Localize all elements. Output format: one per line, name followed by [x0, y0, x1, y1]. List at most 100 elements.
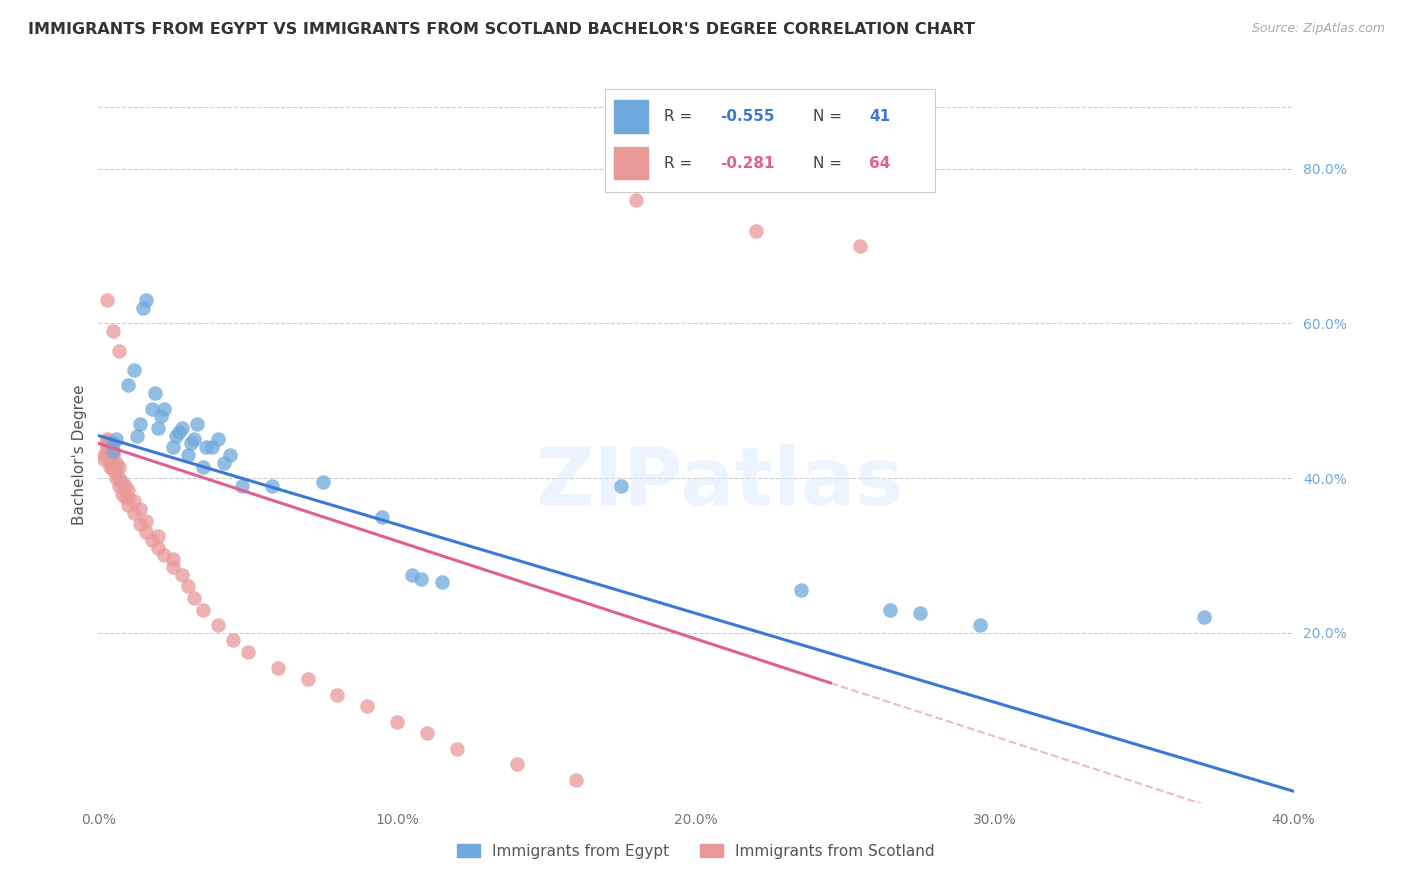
Point: [401, 567, 423, 582]
Bar: [614, 101, 648, 133]
Text: 64: 64: [869, 155, 890, 170]
Point: [129, 502, 152, 516]
Point: [506, 757, 529, 772]
Text: 41: 41: [869, 110, 890, 124]
Point: [117, 483, 139, 497]
Point: [114, 479, 136, 493]
Point: [969, 618, 991, 632]
Point: [111, 475, 134, 489]
Point: [135, 525, 157, 540]
Point: [153, 549, 176, 563]
Point: [127, 428, 149, 442]
Point: [129, 417, 152, 431]
Point: [416, 726, 439, 740]
Point: [172, 421, 194, 435]
Point: [103, 444, 125, 458]
Point: [195, 440, 218, 454]
Point: [124, 506, 146, 520]
Point: [207, 433, 229, 447]
Point: [191, 459, 214, 474]
Point: [114, 491, 136, 505]
Point: [129, 517, 152, 532]
Point: [124, 494, 146, 508]
Point: [153, 401, 176, 416]
Point: [186, 417, 208, 431]
Point: [191, 602, 214, 616]
Point: [1192, 610, 1215, 624]
Point: [222, 633, 245, 648]
Point: [132, 301, 155, 315]
Point: [201, 440, 224, 454]
Point: [148, 421, 170, 435]
Point: [103, 444, 125, 458]
Point: [141, 533, 163, 547]
Point: [105, 456, 128, 470]
Text: -0.555: -0.555: [720, 110, 775, 124]
Point: [311, 475, 333, 489]
Point: [183, 433, 205, 447]
Text: -0.281: -0.281: [720, 155, 775, 170]
Point: [117, 498, 139, 512]
Point: [103, 456, 125, 470]
Point: [172, 567, 194, 582]
Text: R =: R =: [664, 110, 697, 124]
Point: [105, 471, 128, 485]
Point: [100, 436, 122, 450]
Point: [231, 479, 253, 493]
Point: [180, 436, 202, 450]
Point: [108, 479, 131, 493]
Point: [430, 575, 453, 590]
Text: Source: ZipAtlas.com: Source: ZipAtlas.com: [1251, 22, 1385, 36]
Point: [135, 514, 157, 528]
Point: [103, 448, 125, 462]
Text: N =: N =: [813, 155, 846, 170]
Point: [745, 224, 768, 238]
Y-axis label: Bachelor's Degree: Bachelor's Degree: [72, 384, 87, 525]
Point: [96, 440, 118, 454]
Text: N =: N =: [813, 110, 846, 124]
Point: [177, 579, 200, 593]
Point: [219, 448, 242, 462]
Point: [565, 772, 588, 787]
Point: [207, 618, 229, 632]
Point: [100, 456, 122, 470]
Point: [326, 688, 349, 702]
Point: [96, 434, 118, 448]
Point: [108, 459, 131, 474]
Point: [260, 479, 283, 493]
Point: [103, 463, 125, 477]
Point: [183, 591, 205, 605]
Point: [167, 425, 190, 439]
Point: [103, 436, 125, 450]
Point: [96, 433, 118, 447]
Point: [610, 479, 633, 493]
Point: [236, 645, 259, 659]
Point: [103, 459, 125, 474]
Point: [100, 448, 122, 462]
Point: [162, 560, 184, 574]
Point: [162, 552, 184, 566]
Point: [124, 363, 146, 377]
Point: [385, 714, 409, 729]
Point: [356, 699, 378, 714]
Point: [371, 509, 394, 524]
Point: [789, 583, 811, 598]
Point: [111, 486, 134, 500]
Legend: Immigrants from Egypt, Immigrants from Scotland: Immigrants from Egypt, Immigrants from S…: [451, 838, 941, 864]
Point: [103, 324, 125, 338]
Point: [212, 456, 235, 470]
Point: [162, 440, 184, 454]
Point: [93, 448, 115, 462]
Point: [143, 386, 166, 401]
Point: [117, 491, 139, 505]
Point: [267, 660, 290, 674]
Text: R =: R =: [664, 155, 697, 170]
Text: ZIPatlas: ZIPatlas: [536, 443, 904, 522]
Point: [100, 440, 122, 454]
Point: [96, 444, 118, 458]
Point: [105, 463, 128, 477]
Point: [105, 433, 128, 447]
Point: [93, 451, 115, 466]
Point: [297, 672, 319, 686]
Point: [879, 602, 901, 616]
